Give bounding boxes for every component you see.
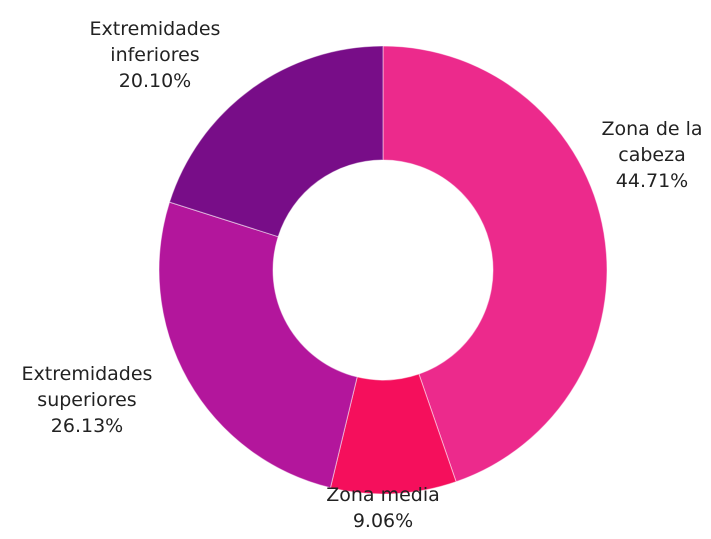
category-label: Extremidades inferiores <box>89 18 221 66</box>
category-label: Zona media <box>326 484 440 506</box>
category-label: Extremidades superiores <box>21 363 153 411</box>
category-label: Zona de la cabeza <box>601 118 703 166</box>
value-label: 9.06% <box>352 510 414 532</box>
slice-label: Extremidades inferiores 20.10% <box>65 16 245 94</box>
value-label: 44.71% <box>615 170 689 192</box>
donut-slice <box>158 201 358 489</box>
value-label: 20.10% <box>118 70 192 92</box>
donut-slice <box>168 45 384 238</box>
donut-slice <box>382 45 608 483</box>
slice-label: Zona media 9.06% <box>303 482 463 534</box>
slice-label: Extremidades superiores 26.13% <box>0 361 177 439</box>
value-label: 26.13% <box>50 415 124 437</box>
slice-label: Zona de la cabeza 44.71% <box>587 116 711 194</box>
